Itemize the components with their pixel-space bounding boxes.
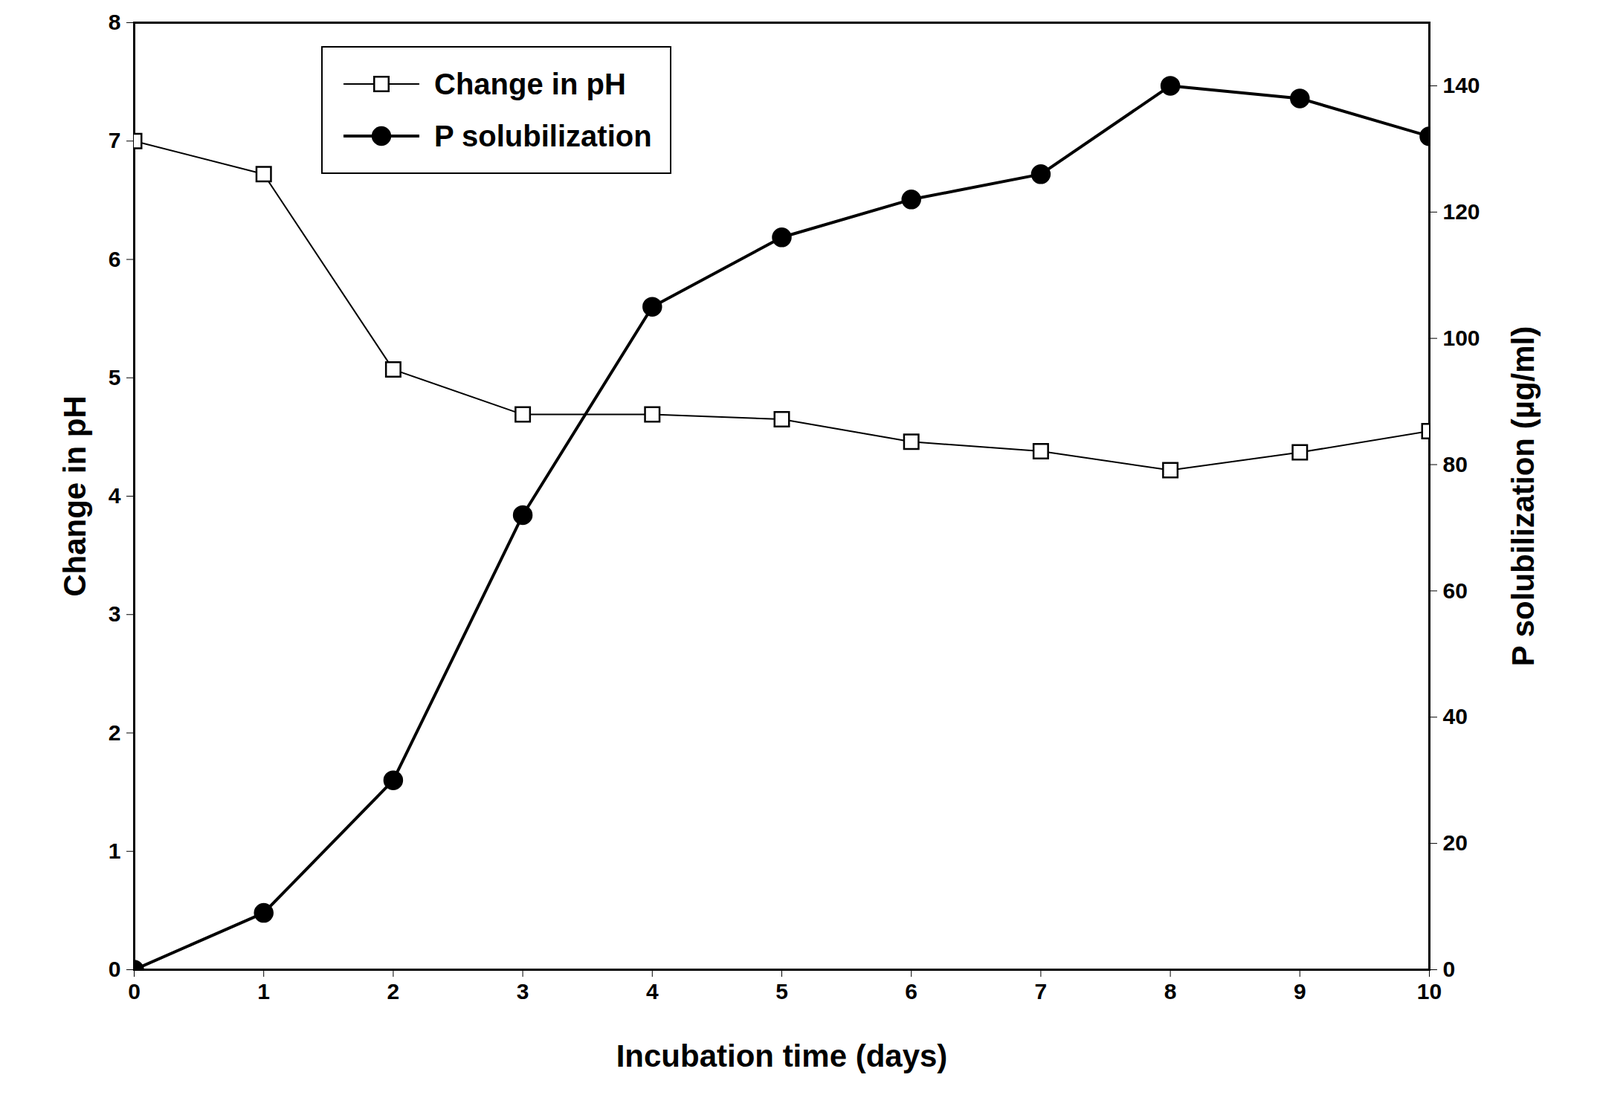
svg-text:4: 4 [108,483,122,508]
svg-text:10: 10 [1417,979,1442,1004]
svg-text:20: 20 [1443,830,1468,856]
svg-text:7: 7 [108,127,122,153]
svg-text:3: 3 [516,979,530,1004]
svg-text:0: 0 [108,956,122,982]
svg-text:P solubilization (µg/ml): P solubilization (µg/ml) [1505,326,1541,667]
svg-text:60: 60 [1443,578,1468,603]
svg-text:6: 6 [904,979,918,1004]
svg-text:2: 2 [387,979,400,1004]
svg-text:140: 140 [1443,72,1481,98]
svg-text:3: 3 [108,601,122,627]
html-text:P solubilization: P solubilization [434,119,652,153]
svg-text:Incubation time (days): Incubation time (days) [616,1038,948,1074]
svg-text:5: 5 [775,979,789,1004]
svg-text:1: 1 [257,979,270,1004]
svg-text:8: 8 [1164,979,1177,1004]
html-text:Change in pH: Change in pH [434,67,626,100]
svg-text:1: 1 [108,838,122,864]
svg-text:7: 7 [1034,979,1048,1004]
svg-text:0: 0 [127,979,141,1004]
svg-text:Change in pH: Change in pH [57,395,93,598]
svg-text:9: 9 [1293,979,1307,1004]
svg-text:8: 8 [108,9,122,35]
svg-text:2: 2 [108,720,122,745]
svg-text:100: 100 [1443,325,1481,351]
svg-text:6: 6 [108,246,122,272]
svg-text:4: 4 [646,979,659,1004]
svg-text:0: 0 [1443,956,1456,982]
svg-text:40: 40 [1443,704,1468,729]
svg-text:5: 5 [108,365,122,390]
svg-text:80: 80 [1443,452,1468,477]
svg-text:120: 120 [1443,199,1481,224]
